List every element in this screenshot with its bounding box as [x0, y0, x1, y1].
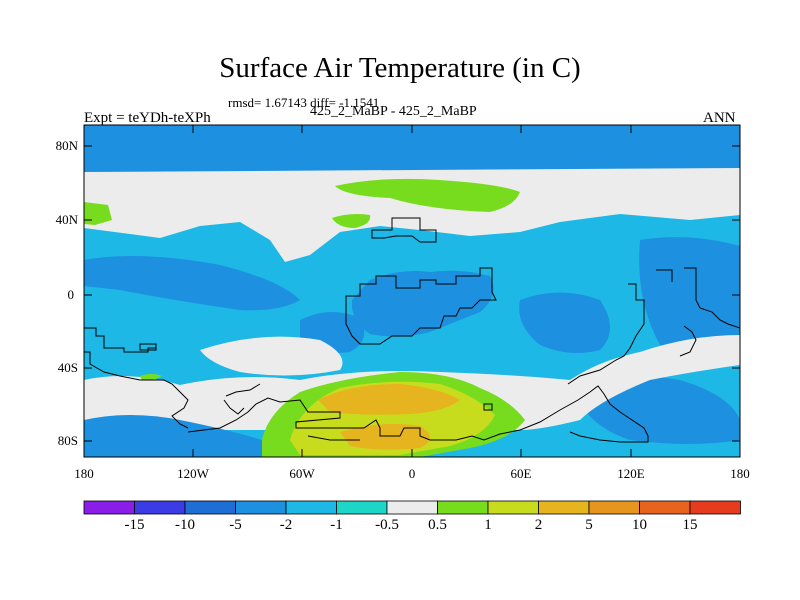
colorbar-label-3: -2: [279, 517, 293, 533]
field-blue-patch-pacific-south: [639, 237, 740, 363]
field-gray-band-north: [84, 168, 740, 262]
colorbar-label-0: -15: [124, 517, 145, 533]
outline-asia-coast: [567, 267, 740, 385]
field-blue-patch-africa: [351, 270, 494, 337]
field-blue-patch-indian-ocean: [519, 292, 610, 354]
stats-label: rmsd= 1.67143 diff= -1.1541: [228, 95, 380, 110]
colorbar-box-4: [285, 500, 337, 515]
outline-small-island: [483, 403, 493, 411]
outline-africa: [345, 267, 497, 345]
colorbar-box-6: [386, 500, 438, 515]
axis-ticks: [84, 125, 740, 457]
colorbar-box-5: [336, 500, 388, 515]
outline-central-america: [223, 383, 261, 415]
y-tick-0: 0: [67, 287, 75, 302]
colorbar-box-2: [184, 500, 236, 515]
plot-subtitle: 425_2_MaBP - 425_2_MaBP: [310, 104, 477, 119]
y-tick-80n: 80N: [55, 138, 78, 153]
field-gray-patch-antarctic-rim: [84, 376, 200, 425]
field-green-patch-north-atlantic: [335, 178, 520, 212]
season-label: ANN: [703, 110, 736, 126]
field-blue-patch-south-pacific-deep: [84, 415, 262, 457]
colorbar-box-8: [487, 500, 539, 515]
colorbar-label-4: -1: [330, 517, 343, 533]
x-tick-60e: 60E: [510, 466, 532, 481]
colorbar-box-11: [639, 500, 691, 515]
colorbar-label-1: -10: [175, 517, 195, 533]
colorbar-label-5: -0.5: [375, 517, 399, 533]
field-orange-antarctic-2: [340, 424, 430, 450]
x-tick-180-right: 180: [730, 466, 750, 481]
field-arctic-band: [84, 125, 740, 175]
field-gray-patch-small: [618, 355, 660, 374]
experiment-label: Expt = teYDh-teXPh: [84, 110, 211, 126]
y-tick-80s: 80S: [57, 433, 78, 448]
x-tick-180-left: 180: [74, 466, 94, 481]
x-tick-120w: 120W: [177, 466, 209, 481]
field-gray-patch-south-pacific: [200, 336, 343, 376]
colorbar-label-7: 1: [484, 517, 492, 533]
colorbar-label-2: -5: [229, 517, 242, 533]
x-tick-60w: 60W: [289, 466, 315, 481]
colorbar-label-11: 15: [682, 517, 698, 533]
x-tick-120e: 120E: [617, 466, 645, 481]
colorbar-box-9: [538, 500, 590, 515]
colorbar-box-3: [235, 500, 287, 515]
outline-north-africa-europe: [371, 217, 437, 243]
map-field: [84, 125, 740, 457]
outline-antarctica: [187, 385, 649, 443]
outline-islands-left: [139, 343, 157, 351]
plot-title: Surface Air Temperature (in C): [219, 52, 581, 84]
colorbar-label-10: 10: [632, 517, 647, 533]
colorbar-box-7: [437, 500, 489, 515]
x-tick-0: 0: [408, 466, 416, 481]
colorbar-label-9: 5: [585, 517, 593, 533]
colorbar-label-8: 2: [534, 517, 543, 533]
y-tick-40s: 40S: [57, 360, 78, 375]
field-blue-patch-eastern-pacific: [84, 256, 300, 311]
outline-australia-east: [656, 269, 697, 357]
y-tick-40n: 40N: [55, 212, 78, 227]
colorbar: [83, 500, 741, 515]
colorbar-box-0: [83, 500, 135, 515]
colorbar-box-12: [689, 500, 741, 515]
colorbar-box-10: [588, 500, 640, 515]
field-green-spot-south: [140, 374, 162, 381]
field-green-patch-atlantic-small: [332, 214, 371, 228]
field-green-patch-west-pacific: [84, 202, 112, 225]
colorbar-box-1: [134, 500, 186, 515]
field-orange-antarctic-1: [318, 384, 460, 415]
continent-outlines: [84, 217, 740, 443]
colorbar-label-6: 0.5: [428, 517, 447, 533]
